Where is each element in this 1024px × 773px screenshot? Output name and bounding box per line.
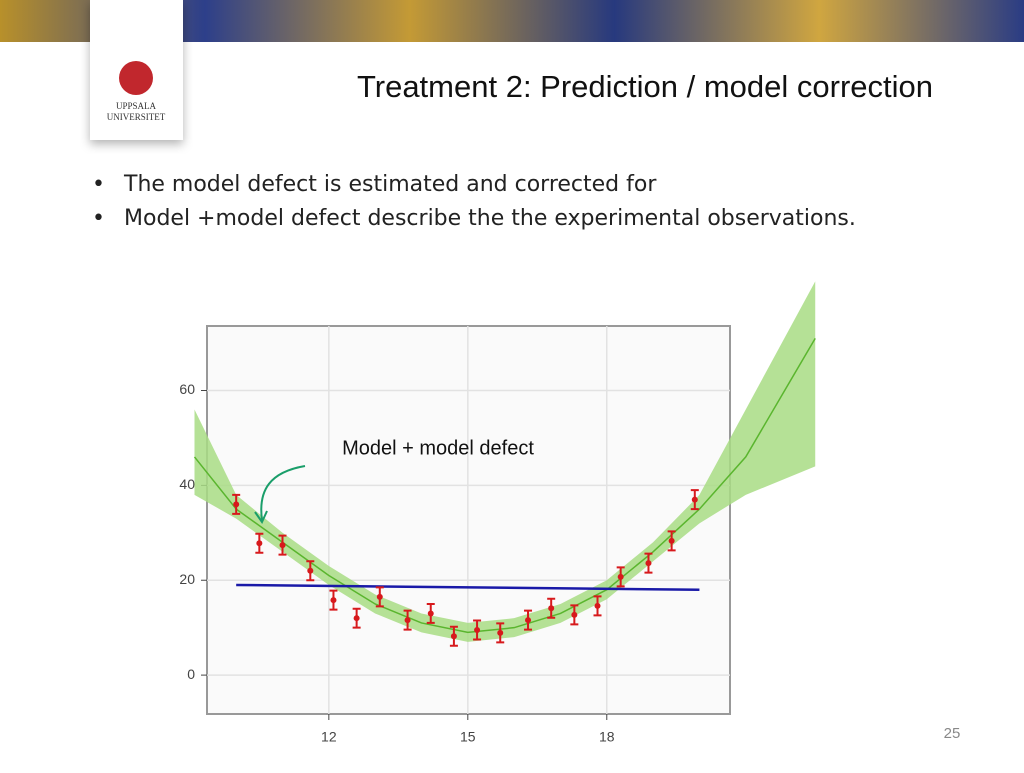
observation [427, 610, 434, 617]
corrected-model-line [193, 337, 816, 634]
observation [645, 560, 652, 567]
observation [279, 542, 286, 549]
chart: 0 20 40 60 12 15 18 [179, 281, 816, 745]
observation [330, 597, 337, 604]
observation [594, 602, 601, 609]
page-number: 25 [944, 725, 961, 742]
observation [233, 501, 240, 508]
observation [525, 617, 532, 624]
observation [497, 629, 504, 636]
arrow-head [254, 510, 268, 525]
logo-seal [119, 61, 153, 95]
observation [548, 605, 555, 612]
x-tick-label: 18 [599, 729, 615, 745]
y-tick-label: 0 [187, 666, 195, 682]
observation [404, 617, 411, 624]
y-tick-label: 60 [179, 381, 195, 397]
observation [668, 537, 675, 544]
observation [307, 567, 314, 574]
logo-text: UPPSALA [116, 101, 157, 111]
observation [474, 627, 481, 634]
y-tick-label: 40 [179, 476, 195, 492]
logo-text: UNIVERSITET [107, 112, 166, 122]
observation [353, 615, 360, 622]
confidence-band [194, 281, 816, 642]
y-tick-label: 20 [179, 571, 195, 587]
x-tick-label: 15 [460, 729, 476, 745]
observation [450, 633, 457, 640]
bullet-dot: • [92, 172, 105, 197]
bullet: Model +model defect describe the the exp… [124, 206, 856, 231]
observation [256, 540, 263, 547]
annotation: Model + model defect [342, 437, 534, 459]
observation [571, 611, 578, 618]
observation [691, 496, 698, 503]
x-tick-label: 12 [321, 729, 337, 745]
observation [617, 573, 624, 580]
observation [376, 593, 383, 600]
annotation-arrow [260, 465, 306, 521]
slide-title: Treatment 2: Prediction / model correcti… [357, 69, 933, 104]
model-line [236, 583, 700, 591]
bullet: The model defect is estimated and correc… [123, 172, 657, 197]
bullet-dot: • [92, 206, 105, 231]
